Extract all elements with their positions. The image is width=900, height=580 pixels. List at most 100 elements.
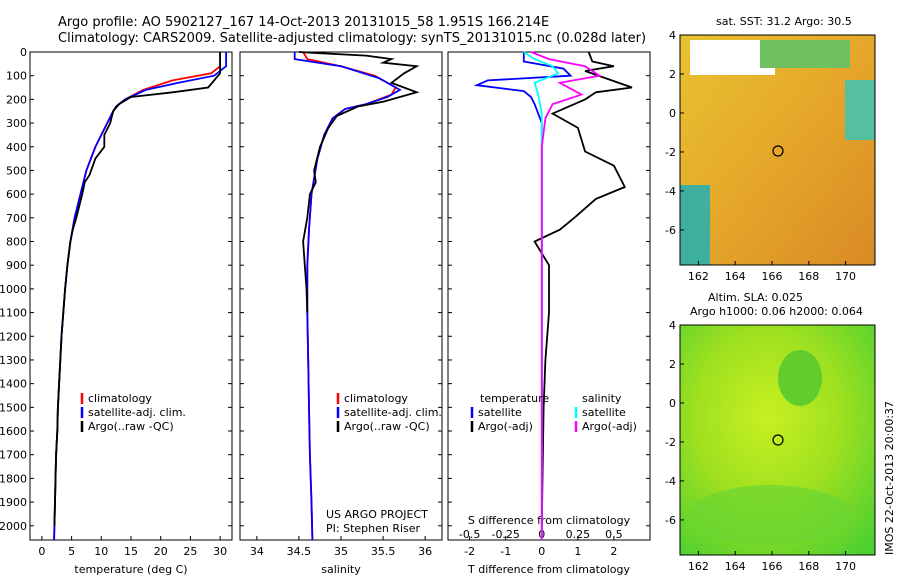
y-tick-label: 1800	[0, 472, 27, 485]
legend-label: Argo(..raw -QC)	[344, 420, 430, 433]
y-tick-label: 400	[6, 141, 27, 154]
x-tick-label: 34.5	[287, 545, 312, 558]
map-y-tick-label: 0	[669, 107, 676, 120]
series-line-argo-raw-qc-	[53, 52, 221, 526]
y-tick-label: 300	[6, 117, 27, 130]
x-axis-label-top: S difference from climatology	[468, 514, 631, 527]
x-tick-label: 1	[574, 545, 581, 558]
map-y-tick-label: 4	[669, 29, 676, 42]
map-y-tick-label: -4	[665, 475, 676, 488]
x-tick-label: 5	[68, 545, 75, 558]
x-tick-label-top: 0.25	[566, 528, 591, 541]
sla-map-argo-marker	[772, 434, 784, 446]
legend-label: Argo(-adj)	[478, 420, 533, 433]
y-tick-label: 0	[20, 46, 27, 59]
map-y-tick-label: 2	[669, 68, 676, 81]
series-line-temperature-argo-adj-	[533, 51, 633, 526]
map-x-tick-label: 162	[688, 560, 709, 573]
map-y-tick-label: -2	[665, 146, 676, 159]
series-line-salinity-satellite	[523, 51, 560, 540]
map-x-tick-label: 166	[761, 560, 782, 573]
x-tick-label: 35	[334, 545, 348, 558]
y-tick-label: 1400	[0, 378, 27, 391]
project-annotation: PI: Stephen Riser	[326, 522, 421, 535]
x-tick-label: 0	[38, 545, 45, 558]
y-tick-label: 1100	[0, 307, 27, 320]
y-tick-label: 900	[6, 259, 27, 272]
map-x-tick-label: 166	[761, 270, 782, 283]
project-annotation: US ARGO PROJECT	[326, 508, 428, 521]
map-y-tick-label: 0	[669, 397, 676, 410]
sst-map-cool-patch	[760, 40, 850, 68]
sst-map-argo-marker	[772, 145, 784, 157]
map-y-tick-label: 2	[669, 358, 676, 371]
y-tick-label: 1900	[0, 496, 27, 509]
map-x-tick-label: 164	[725, 560, 746, 573]
sla-map-title-1: Altim. SLA: 0.025	[708, 291, 803, 304]
sla-map-high	[778, 350, 822, 406]
map-y-tick-label: -2	[665, 436, 676, 449]
x-axis-label: salinity	[321, 563, 361, 576]
x-tick-label: 35.5	[371, 545, 396, 558]
plot-frame	[447, 51, 651, 541]
temperature-panel: 0100200300400500600700800900100011001200…	[0, 46, 233, 576]
salinity-panel: 34 34.5 35 35.5 36 salinity climatologysatelli…	[239, 51, 443, 576]
map-x-tick-label: 168	[798, 270, 819, 283]
y-tick-label: 1500	[0, 401, 27, 414]
sla-map-axes: 162 164 166 168 170 4 2 0 -2 -4 -6	[665, 319, 856, 573]
x-tick-label: 25	[183, 545, 197, 558]
map-x-tick-label: 170	[835, 270, 856, 283]
sla-map-title-2: Argo h1000: 0.06 h2000: 0.064	[690, 305, 863, 318]
map-y-tick-label: 4	[669, 319, 676, 332]
header-line-2: Climatology: CARS2009. Satellite-adjuste…	[58, 31, 646, 46]
y-tick-label: 1700	[0, 449, 27, 462]
x-tick-label-top: -0.5	[459, 528, 480, 541]
sst-map-title: sat. SST: 31.2 Argo: 30.5	[716, 15, 852, 28]
sla-map: Altim. SLA: 0.025 Argo h1000: 0.06 h2000…	[665, 291, 876, 573]
x-tick-label: 30	[213, 545, 227, 558]
x-tick-label: -1	[500, 545, 511, 558]
map-x-tick-label: 170	[835, 560, 856, 573]
map-x-tick-label: 164	[725, 270, 746, 283]
plot-frame	[239, 51, 443, 541]
series-line-temperature-satellite	[473, 52, 573, 540]
x-tick-label: 10	[94, 545, 108, 558]
y-tick-label: 2000	[0, 520, 27, 533]
x-axis-label: T difference from climatology	[467, 563, 630, 576]
sst-map-cool-patch	[845, 80, 875, 140]
legend-label: satellite-adj. clim.	[344, 406, 442, 419]
plot-frame	[29, 51, 233, 541]
sst-map-frame	[679, 34, 876, 266]
map-x-tick-label: 162	[688, 270, 709, 283]
side-caption: IMOS 22-Oct-2013 20:00:37	[883, 401, 896, 555]
x-tick-label: 2	[610, 545, 617, 558]
x-tick-label: 0	[538, 545, 545, 558]
series-line-satellite-adj-clim-	[293, 52, 402, 541]
x-tick-label-top: -0.25	[491, 528, 519, 541]
x-tick-label: -2	[464, 545, 475, 558]
difference-panel: -2 -1 0 1 2 T difference from climatology S di…	[447, 51, 651, 576]
x-axis-label: temperature (deg C)	[74, 563, 187, 576]
map-y-tick-label: -4	[665, 185, 676, 198]
map-y-tick-label: -6	[665, 224, 676, 237]
legend-label: satellite-adj. clim.	[88, 406, 186, 419]
sla-map-frame	[679, 324, 876, 556]
series-line-satellite-adj-clim-	[53, 52, 227, 541]
y-tick-label: 600	[6, 188, 27, 201]
x-tick-label: 15	[124, 545, 138, 558]
x-tick-label-top: 0.5	[605, 528, 623, 541]
series-line-salinity-argo-adj-	[530, 51, 602, 540]
legend-label: satellite	[582, 406, 626, 419]
sst-map-axes: 162 164 166 168 170 4 2 0 -2 -4 -6	[665, 29, 856, 283]
header-line-1: Argo profile: AO 5902127_167 14-Oct-2013…	[58, 15, 549, 30]
x-tick-label: 20	[154, 545, 168, 558]
series-line-argo-raw-qc-	[298, 51, 420, 313]
y-tick-label: 800	[6, 236, 27, 249]
y-tick-label: 100	[6, 70, 27, 83]
y-tick-label: 700	[6, 212, 27, 225]
legend-label: climatology	[88, 392, 152, 405]
legend-label: Argo(..raw -QC)	[88, 420, 174, 433]
series-line-climatology	[53, 52, 221, 541]
y-tick-label: 1200	[0, 330, 27, 343]
